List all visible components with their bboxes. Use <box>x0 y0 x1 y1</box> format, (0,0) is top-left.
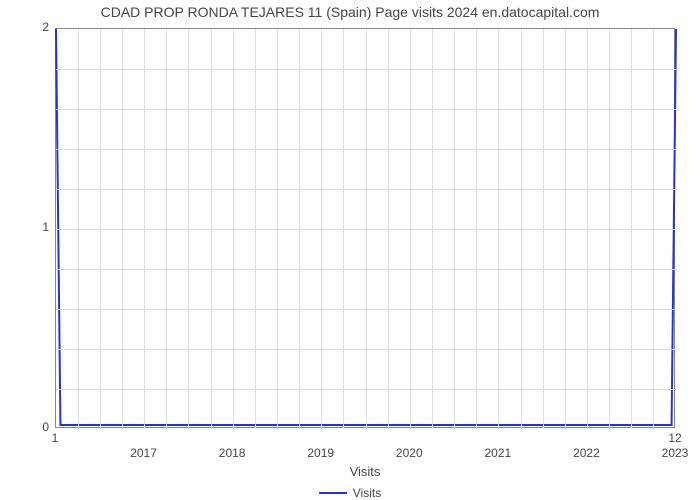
x-tick-label: 2017 <box>119 446 169 460</box>
legend-label: Visits <box>353 486 381 500</box>
y-tick-label: 1 <box>19 220 49 234</box>
legend-swatch <box>319 492 347 494</box>
gridline-horizontal <box>56 349 676 350</box>
chart-title: CDAD PROP RONDA TEJARES 11 (Spain) Page … <box>0 4 700 20</box>
gridline-horizontal <box>56 269 676 270</box>
x-tick-label: 2023 <box>650 446 700 460</box>
x-tick-label: 2018 <box>207 446 257 460</box>
gridline-horizontal <box>56 69 676 70</box>
gridline-horizontal <box>56 149 676 150</box>
legend: Visits <box>0 486 700 500</box>
chart-container: CDAD PROP RONDA TEJARES 11 (Spain) Page … <box>0 0 700 500</box>
gridline-horizontal <box>56 309 676 310</box>
y-tick-label: 2 <box>19 20 49 34</box>
secondary-x-label: 12 <box>663 431 687 445</box>
gridline-horizontal <box>56 389 676 390</box>
gridline-horizontal <box>56 109 676 110</box>
plot-area <box>55 28 675 428</box>
x-tick-label: 2019 <box>296 446 346 460</box>
x-axis-label: Visits <box>55 464 675 479</box>
x-tick-label: 2021 <box>473 446 523 460</box>
x-tick-label: 2020 <box>384 446 434 460</box>
x-tick-label: 2022 <box>561 446 611 460</box>
secondary-x-label: 1 <box>43 431 67 445</box>
gridline-horizontal <box>56 189 676 190</box>
gridline-horizontal <box>56 229 676 230</box>
